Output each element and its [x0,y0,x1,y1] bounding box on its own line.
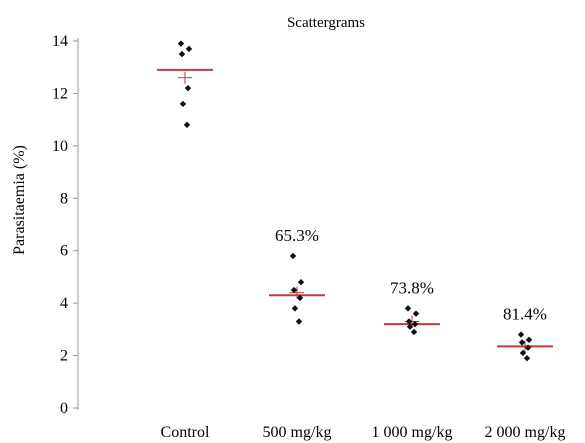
y-tick-label-4: 8 [60,190,68,207]
x-tick-label-2: 1 000 mg/kg [372,424,453,441]
data-point-3-4 [519,349,527,357]
y-tick-label-6: 12 [52,85,68,102]
data-point-1-3 [296,294,304,302]
data-point-1-4 [291,305,299,312]
data-point-0-2 [178,50,186,58]
group-0 [157,40,213,129]
x-axis-ticks: Control 500 mg/kg 1 000 mg/kg 2 000 mg/kg [161,424,566,441]
y-tick-label-3: 6 [60,243,68,260]
inhibition-label-2: 73.8% [390,278,434,297]
data-point-0-5 [183,121,191,129]
y-axis-label: Parasitaemia (%) [11,145,28,255]
x-tick-label-3: 2 000 mg/kg [485,424,566,441]
data-point-1-0 [289,252,297,260]
data-point-0-3 [184,84,192,92]
data-point-2-3 [411,320,419,328]
data-point-0-1 [185,45,193,53]
data-point-1-2 [290,286,298,294]
data-point-3-0 [517,331,525,338]
data-point-0-0 [177,40,185,47]
y-tick-label-7: 14 [52,33,68,50]
data-point-3-3 [524,344,532,351]
group-1: 65.3% [269,226,325,325]
data-point-2-1 [412,310,420,317]
y-tick-label-5: 10 [52,138,68,155]
y-tick-label-1: 2 [60,348,68,365]
inhibition-label-1: 65.3% [275,226,319,245]
data-point-2-5 [410,328,418,336]
x-tick-label-1: 500 mg/kg [263,424,332,441]
data-point-2-4 [406,323,414,330]
group-2: 73.8% [384,278,440,336]
data-point-0-4 [179,100,187,108]
data-point-2-0 [404,305,412,312]
data-point-3-2 [518,339,526,346]
group-3: 81.4% [497,305,553,362]
y-tick-label-0: 0 [60,400,68,417]
data-point-1-5 [295,318,303,325]
data-point-3-1 [525,336,533,344]
data-point-1-1 [297,278,305,286]
x-tick-label-0: Control [161,424,210,441]
data-groups: 65.3% 73.8% 81.4% [157,40,553,362]
inhibition-label-3: 81.4% [503,305,547,324]
chart-title: Scattergrams [287,15,365,31]
y-axis-ticks: 0 2 4 6 8 10 12 14 [52,33,78,417]
data-point-2-2 [405,318,413,325]
data-point-3-5 [523,354,531,362]
y-tick-label-2: 4 [60,295,68,312]
